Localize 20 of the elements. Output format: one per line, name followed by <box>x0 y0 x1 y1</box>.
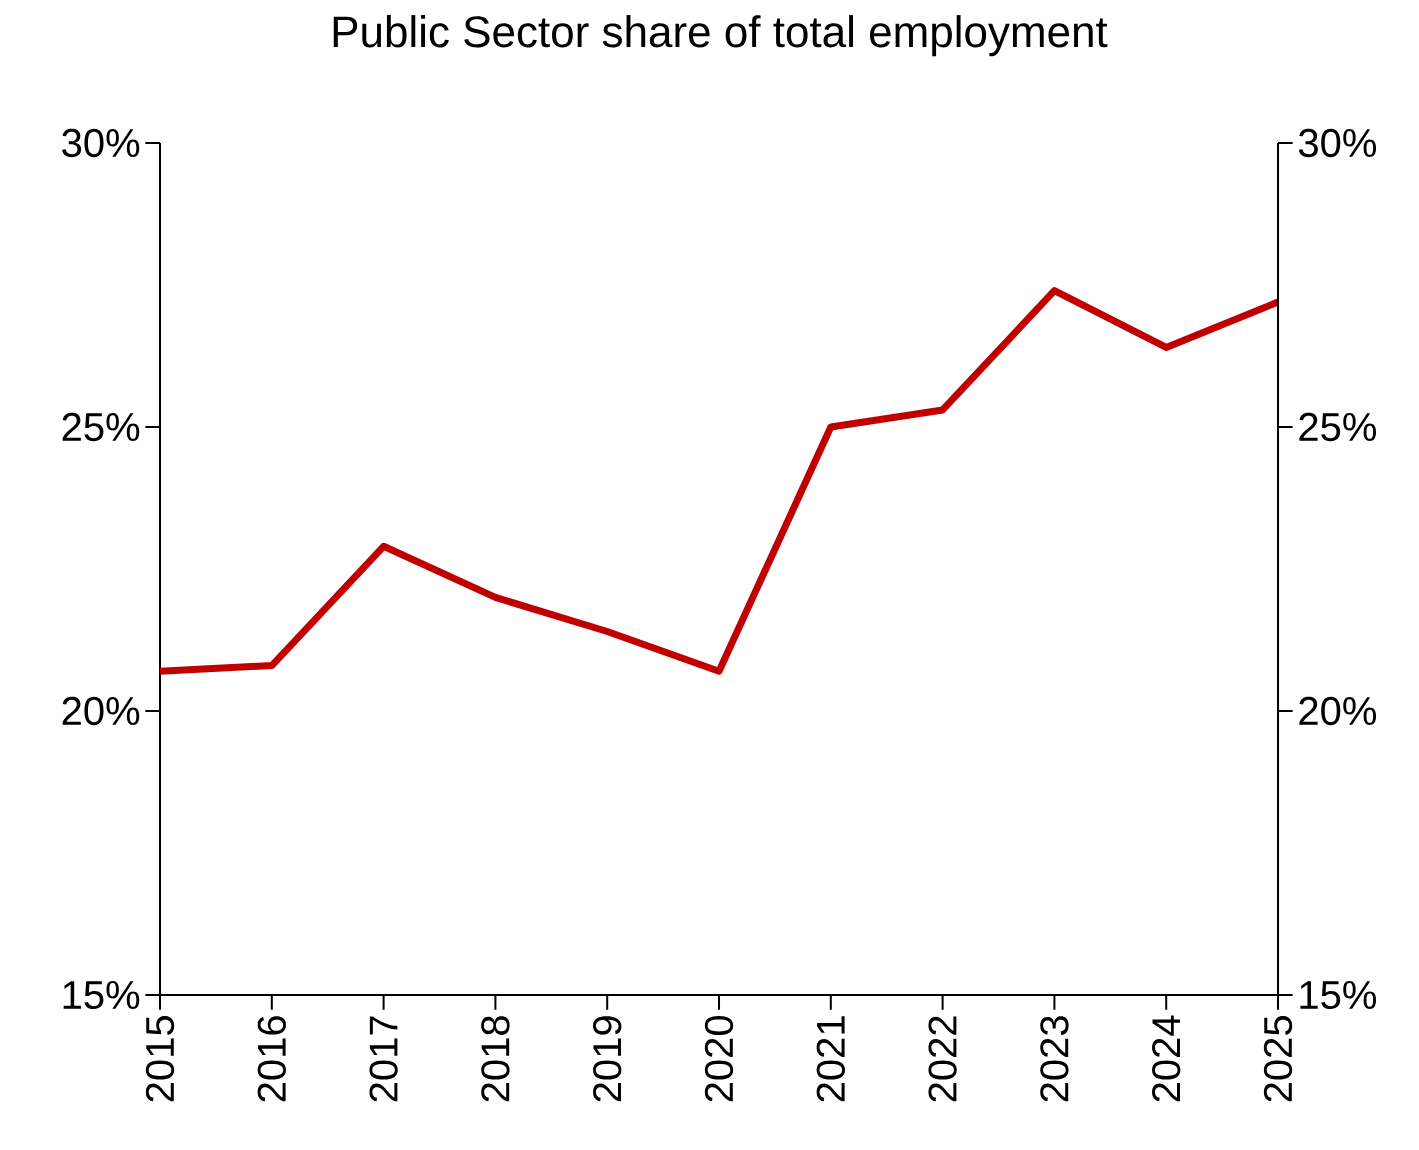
y2-tick-label: 25% <box>62 412 140 442</box>
x-tick-label: 2024 <box>1152 1015 1181 1102</box>
x-tick-label: 2020 <box>704 1015 734 1102</box>
x-tick-label: 2025 <box>1263 1016 1293 1102</box>
x-tick-label: 2016 <box>257 1016 286 1102</box>
y-tick-label: 25% <box>1299 412 1377 442</box>
x-tick-label: 2022 <box>928 1016 957 1102</box>
x-tick-label: 2019 <box>593 1016 622 1102</box>
chart-title: Public Sector share of total employment <box>333 15 1108 57</box>
x-tick-label: 2015 <box>145 1016 175 1102</box>
x-tick-label: 2017 <box>369 1016 398 1102</box>
y2-tick-label: 15% <box>63 980 140 1010</box>
x-tick-label: 2018 <box>481 1016 510 1102</box>
y-tick-label: 30% <box>1298 128 1377 158</box>
y-tick-label: 15% <box>1300 980 1377 1010</box>
x-tick-label: 2023 <box>1040 1016 1069 1102</box>
x-tick-label: 2021 <box>816 1016 845 1102</box>
y-tick-label: 20% <box>1299 696 1377 726</box>
y2-tick-label: 30% <box>62 128 140 158</box>
y2-tick-label: 20% <box>62 696 140 726</box>
